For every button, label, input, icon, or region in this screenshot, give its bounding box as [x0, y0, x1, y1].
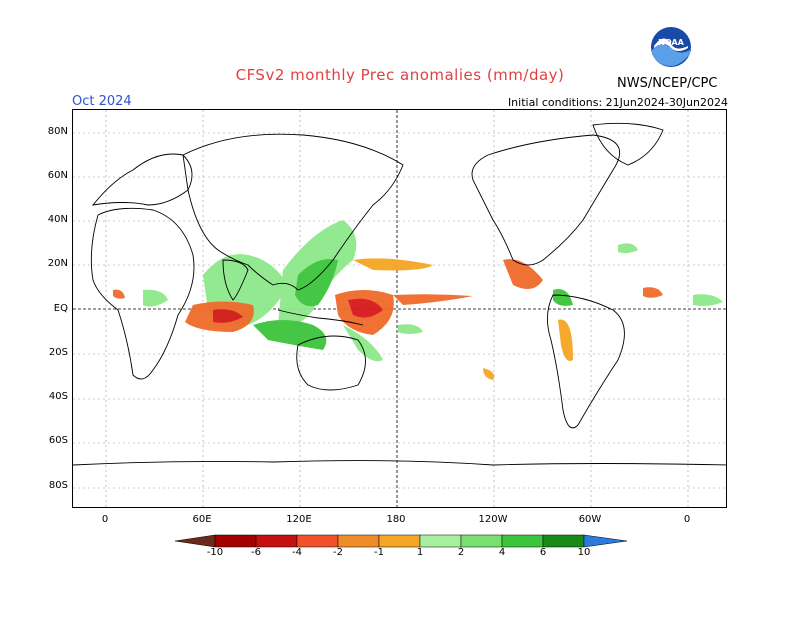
- colorbar-label: 2: [457, 547, 465, 558]
- lat-label-40s: 40S: [48, 391, 68, 402]
- forecast-month: Oct 2024: [72, 94, 132, 109]
- agency-label: NWS/NCEP/CPC: [617, 76, 718, 91]
- lon-label-120w: 120W: [478, 514, 508, 525]
- noaa-logo: NOAA: [650, 26, 692, 68]
- lon-label-60w: 60W: [578, 514, 602, 525]
- world-map: [73, 110, 726, 507]
- logo-text: NOAA: [658, 38, 684, 47]
- dry-anomalies: [113, 258, 663, 380]
- lat-label-60s: 60S: [48, 435, 68, 446]
- page-title: CFSv2 monthly Prec anomalies (mm/day): [235, 66, 565, 84]
- graticule: [73, 110, 726, 507]
- colorbar-label: 4: [498, 547, 506, 558]
- initial-conditions: Initial conditions: 21Jun2024-30Jun2024: [507, 96, 728, 109]
- wet-anomalies: [143, 220, 723, 362]
- equator-dateline: [73, 110, 726, 507]
- lon-label-180: 180: [386, 514, 406, 525]
- map-panel: [72, 109, 727, 508]
- lon-label-60e: 60E: [192, 514, 212, 525]
- lat-label-20n: 20N: [47, 258, 68, 269]
- colorbar-label: -10: [206, 547, 224, 558]
- lat-label-40n: 40N: [47, 214, 68, 225]
- lat-label-80s: 80S: [48, 480, 68, 491]
- coastlines: [73, 122, 726, 466]
- lat-label-80n: 80N: [47, 126, 68, 137]
- colorbar-label: -1: [374, 547, 384, 558]
- colorbar-label: 1: [416, 547, 424, 558]
- colorbar: [174, 533, 628, 563]
- lat-label-20s: 20S: [48, 347, 68, 358]
- colorbar-label: -4: [292, 547, 302, 558]
- colorbar-label: -6: [251, 547, 261, 558]
- lat-label-eq: EQ: [53, 303, 68, 314]
- colorbar-tri-dry: [174, 534, 216, 548]
- lon-label-0-right: 0: [683, 514, 691, 525]
- colorbar-label: -2: [333, 547, 343, 558]
- lon-label-120e: 120E: [286, 514, 312, 525]
- colorbar-label: 6: [539, 547, 547, 558]
- colorbar-tri-wet: [583, 534, 628, 548]
- lon-label-0: 0: [101, 514, 109, 525]
- lat-label-60n: 60N: [47, 170, 68, 181]
- colorbar-label: 10: [577, 547, 591, 558]
